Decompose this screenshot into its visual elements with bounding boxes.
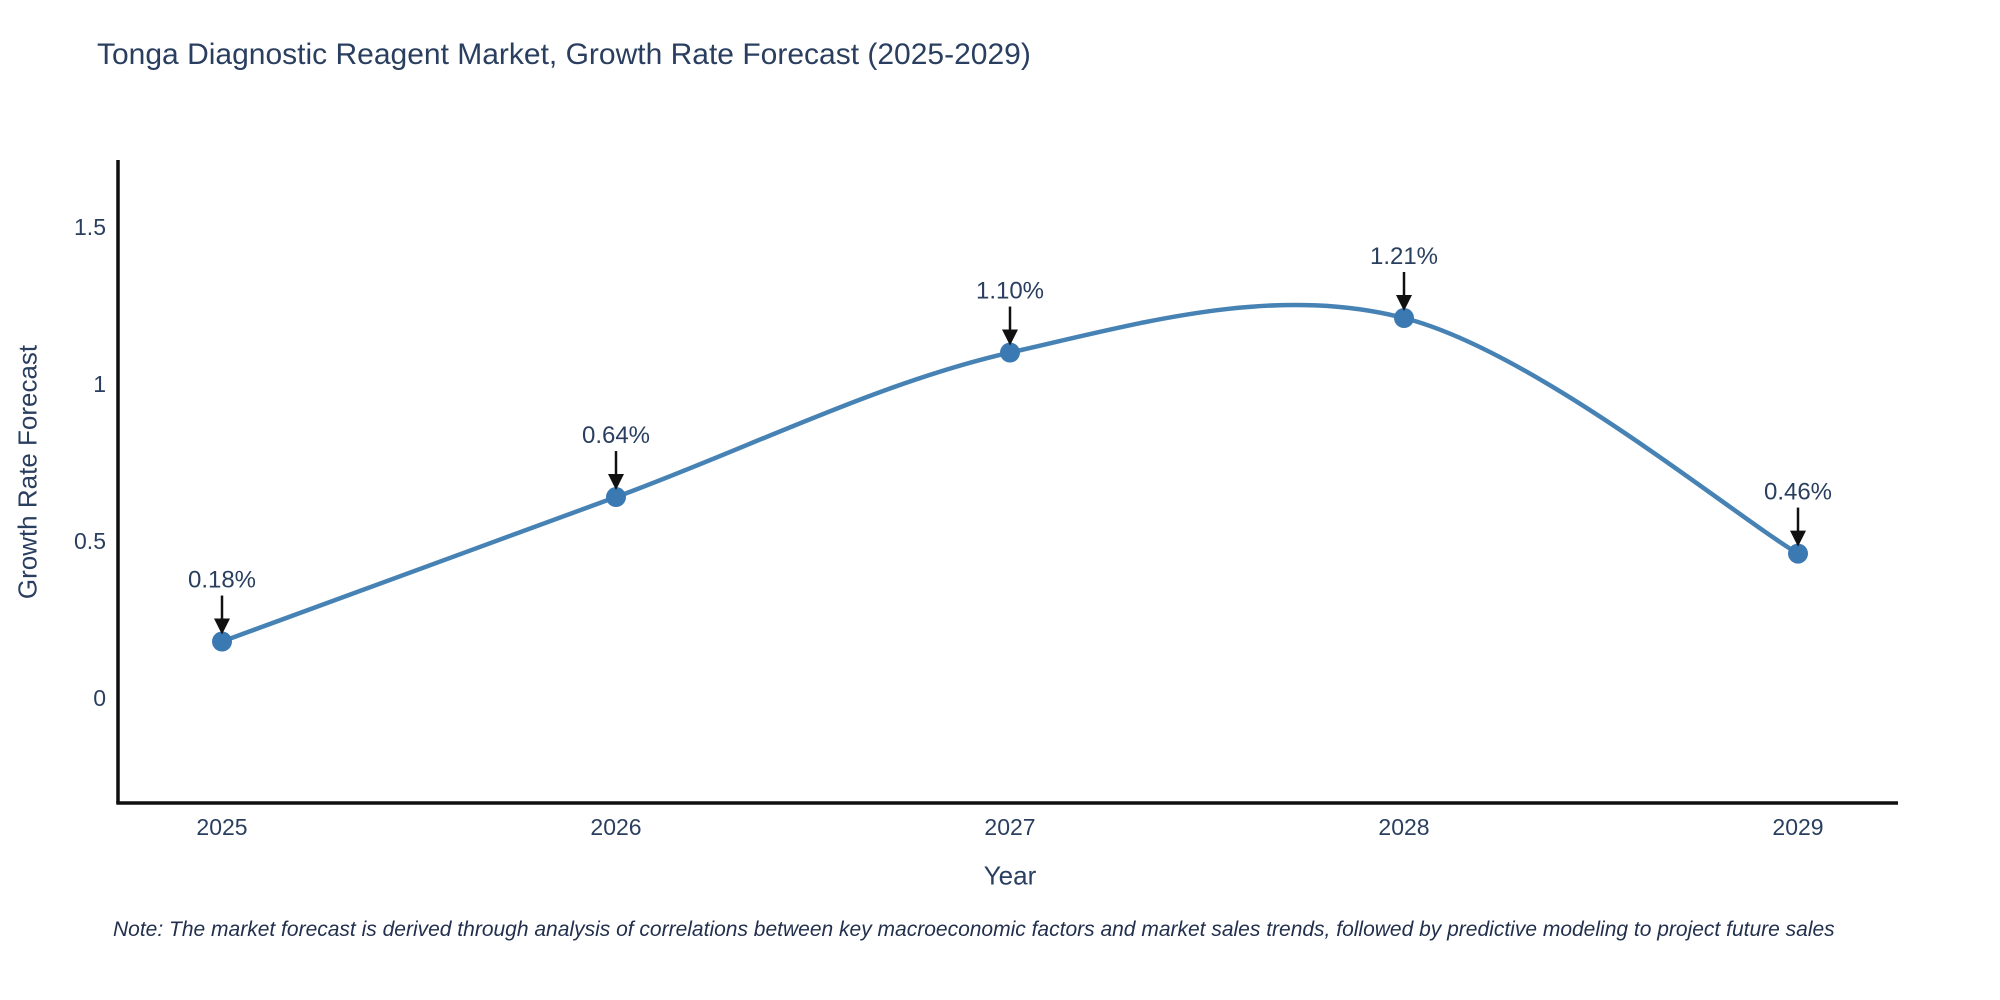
x-tick-label: 2027: [984, 814, 1035, 840]
x-tick-label: 2028: [1378, 814, 1429, 840]
y-tick-label: 1.5: [74, 214, 106, 240]
annotation-arrow-head: [1396, 295, 1412, 312]
data-point-label: 0.46%: [1764, 479, 1832, 506]
y-tick-label: 1: [93, 371, 106, 397]
data-point-marker[interactable]: [606, 487, 626, 508]
data-point-marker[interactable]: [1394, 308, 1414, 329]
data-point-marker[interactable]: [212, 631, 232, 652]
data-point-marker[interactable]: [1000, 342, 1020, 363]
data-point-label: 1.21%: [1370, 243, 1438, 270]
annotation-arrow-head: [214, 618, 230, 635]
x-tick-label: 2025: [196, 814, 247, 840]
x-tick-label: 2029: [1772, 814, 1823, 840]
y-tick-label: 0: [93, 685, 106, 711]
x-axis-title: Year: [983, 860, 1037, 891]
annotation-arrow-head: [608, 474, 624, 491]
annotation-arrow-head: [1002, 329, 1018, 346]
data-point-label: 0.18%: [188, 567, 256, 594]
y-tick-label: 0.5: [74, 528, 106, 554]
chart-title: Tonga Diagnostic Reagent Market, Growth …: [97, 38, 1031, 71]
data-point-label: 1.10%: [976, 278, 1044, 305]
data-point-marker[interactable]: [1788, 543, 1808, 564]
x-tick-label: 2026: [590, 814, 641, 840]
data-point-label: 0.64%: [582, 422, 650, 449]
footnote: Note: The market forecast is derived thr…: [113, 918, 1835, 941]
annotation-arrow-head: [1790, 530, 1806, 547]
